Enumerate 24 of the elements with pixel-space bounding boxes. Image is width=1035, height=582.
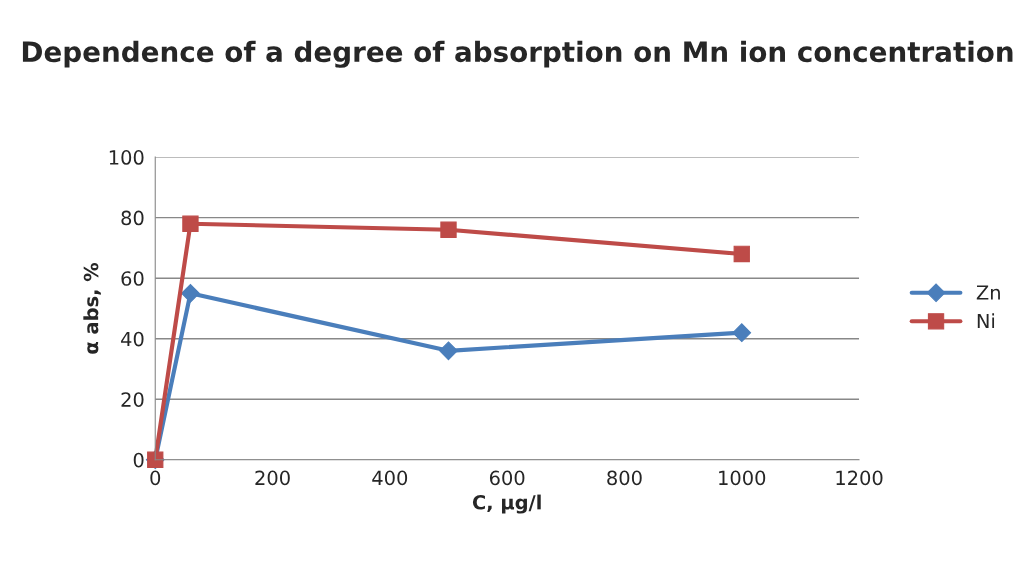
legend-label: Ni — [977, 313, 995, 329]
point — [733, 245, 750, 263]
y-tick-label: 20 — [121, 392, 144, 407]
x-tick-label: 1000 — [719, 470, 766, 486]
y-tick-label: 0 — [133, 452, 144, 468]
y-tick-label: 80 — [121, 210, 144, 226]
x-axis-title: C, μg/l — [472, 494, 541, 514]
x-tick-label: 1200 — [836, 470, 883, 486]
point — [181, 283, 200, 303]
x-tick-label: 0 — [150, 470, 161, 486]
point — [440, 221, 457, 238]
point — [182, 215, 199, 232]
x-tick-label: 400 — [372, 470, 408, 486]
chart-title: Dependence of a degree of absorption on Mn ion concentration — [22, 40, 1013, 68]
x-tick-label: 800 — [607, 470, 642, 486]
legend-label: Zn — [976, 285, 1000, 300]
y-tick-label: 100 — [109, 150, 144, 165]
y-tick-label: 40 — [121, 331, 144, 347]
point — [439, 341, 458, 361]
point — [732, 323, 752, 343]
x-tick-label: 200 — [255, 470, 290, 486]
y-tick-label: 60 — [121, 271, 144, 286]
y-axis-title: α abs, % — [83, 262, 101, 354]
x-tick-label: 600 — [489, 470, 525, 486]
